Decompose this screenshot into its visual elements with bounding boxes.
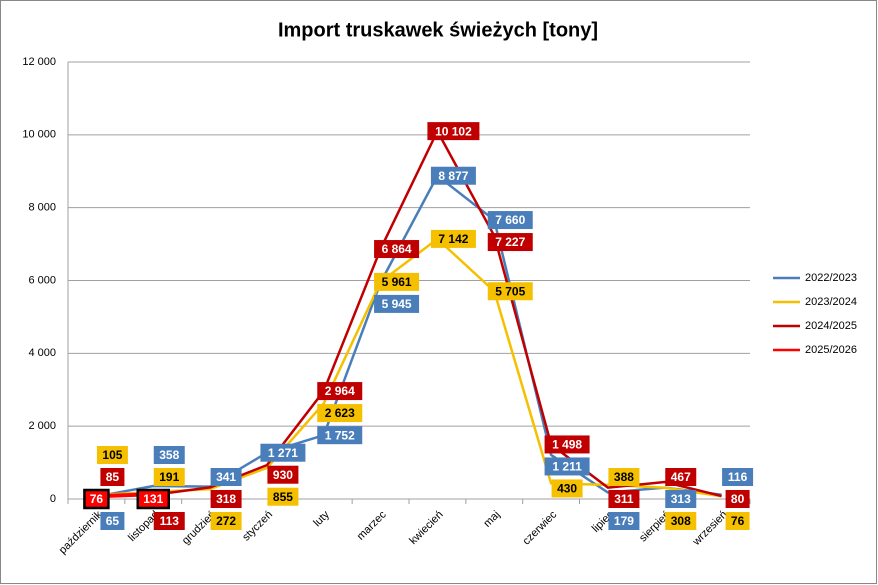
- label-box: [136, 488, 170, 510]
- data-label: 1 498: [552, 438, 582, 452]
- label-box: [722, 468, 754, 486]
- data-label: 10 102: [435, 124, 472, 138]
- data-label: 855: [273, 490, 293, 504]
- label-box: [544, 457, 590, 476]
- data-label: 7 142: [438, 232, 468, 246]
- label-box: [100, 468, 125, 486]
- y-tick-label: 2 000: [28, 420, 56, 432]
- y-tick-label: 8 000: [28, 202, 56, 214]
- label-box: [210, 490, 242, 508]
- data-label: 308: [671, 514, 691, 528]
- label-box: [153, 446, 185, 464]
- label-box: [317, 404, 363, 423]
- y-tick-label: 4 000: [28, 347, 56, 359]
- data-label: 311: [614, 492, 634, 506]
- label-box: [544, 435, 590, 454]
- label-box: [487, 282, 533, 301]
- data-label: 1 211: [552, 460, 582, 474]
- data-label: 1 271: [268, 446, 298, 460]
- data-label: 318: [216, 492, 236, 506]
- data-label: 179: [614, 514, 634, 528]
- data-label: 388: [614, 470, 634, 484]
- y-tick-label: 6 000: [28, 274, 56, 286]
- label-box: [608, 468, 640, 486]
- label-box: [260, 443, 306, 462]
- legend-label: 2025/2026: [805, 344, 857, 356]
- data-label: 7 227: [495, 235, 525, 249]
- data-label: 2 964: [325, 384, 355, 398]
- label-box: [551, 479, 583, 498]
- data-label: 341: [216, 470, 236, 484]
- label-box: [100, 512, 125, 530]
- series-line: [96, 129, 722, 498]
- label-box: [608, 490, 640, 508]
- data-label: 105: [102, 448, 122, 462]
- legend-label: 2022/2023: [805, 272, 857, 284]
- data-label: 2 623: [325, 406, 355, 420]
- data-label: 76: [731, 514, 745, 528]
- label-box: [430, 166, 476, 185]
- y-tick-label: 10 000: [22, 129, 56, 141]
- label-box: [665, 490, 697, 508]
- label-box: [267, 487, 299, 506]
- data-label: 113: [160, 514, 180, 528]
- data-label: 8 877: [438, 169, 468, 183]
- y-tick-label: 12 000: [22, 56, 56, 68]
- data-label: 80: [731, 492, 745, 506]
- label-box: [487, 211, 533, 230]
- data-label: 1 752: [325, 428, 355, 442]
- data-label: 313: [671, 492, 691, 506]
- y-tick-label: 0: [50, 493, 56, 505]
- data-label: 430: [557, 482, 577, 496]
- chart-title: Import truskawek świeżych [tony]: [278, 19, 598, 41]
- label-box: [427, 122, 480, 141]
- data-label: 5 961: [382, 275, 412, 289]
- data-label: 5 945: [382, 297, 412, 311]
- label-box: [374, 240, 420, 259]
- label-box: [83, 488, 110, 510]
- data-label: 6 864: [382, 242, 412, 256]
- data-label: 131: [143, 492, 163, 506]
- label-box: [725, 512, 750, 530]
- legend-label: 2023/2024: [805, 296, 857, 308]
- label-box: [210, 468, 242, 486]
- data-label: 930: [273, 468, 293, 482]
- data-label: 116: [728, 470, 748, 484]
- label-box: [317, 426, 363, 445]
- label-box: [374, 272, 420, 291]
- label-box: [96, 446, 128, 464]
- data-label: 467: [671, 470, 691, 484]
- data-label: 5 705: [495, 284, 525, 298]
- label-box: [430, 229, 476, 248]
- label-box: [210, 512, 242, 530]
- label-box: [153, 468, 185, 486]
- data-label: 7 660: [495, 213, 525, 227]
- data-label: 65: [106, 514, 120, 528]
- label-box: [608, 512, 640, 530]
- label-box: [153, 512, 185, 530]
- data-label: 76: [90, 492, 104, 506]
- data-label: 272: [216, 514, 236, 528]
- legend-label: 2024/2025: [805, 320, 857, 332]
- label-box: [267, 465, 299, 484]
- data-label: 191: [159, 470, 179, 484]
- label-box: [725, 490, 750, 508]
- label-box: [374, 294, 420, 313]
- label-box: [665, 512, 697, 530]
- label-box: [317, 382, 363, 401]
- label-box: [487, 233, 533, 252]
- data-label: 85: [106, 470, 120, 484]
- label-box: [665, 468, 697, 486]
- data-label: 358: [159, 448, 179, 462]
